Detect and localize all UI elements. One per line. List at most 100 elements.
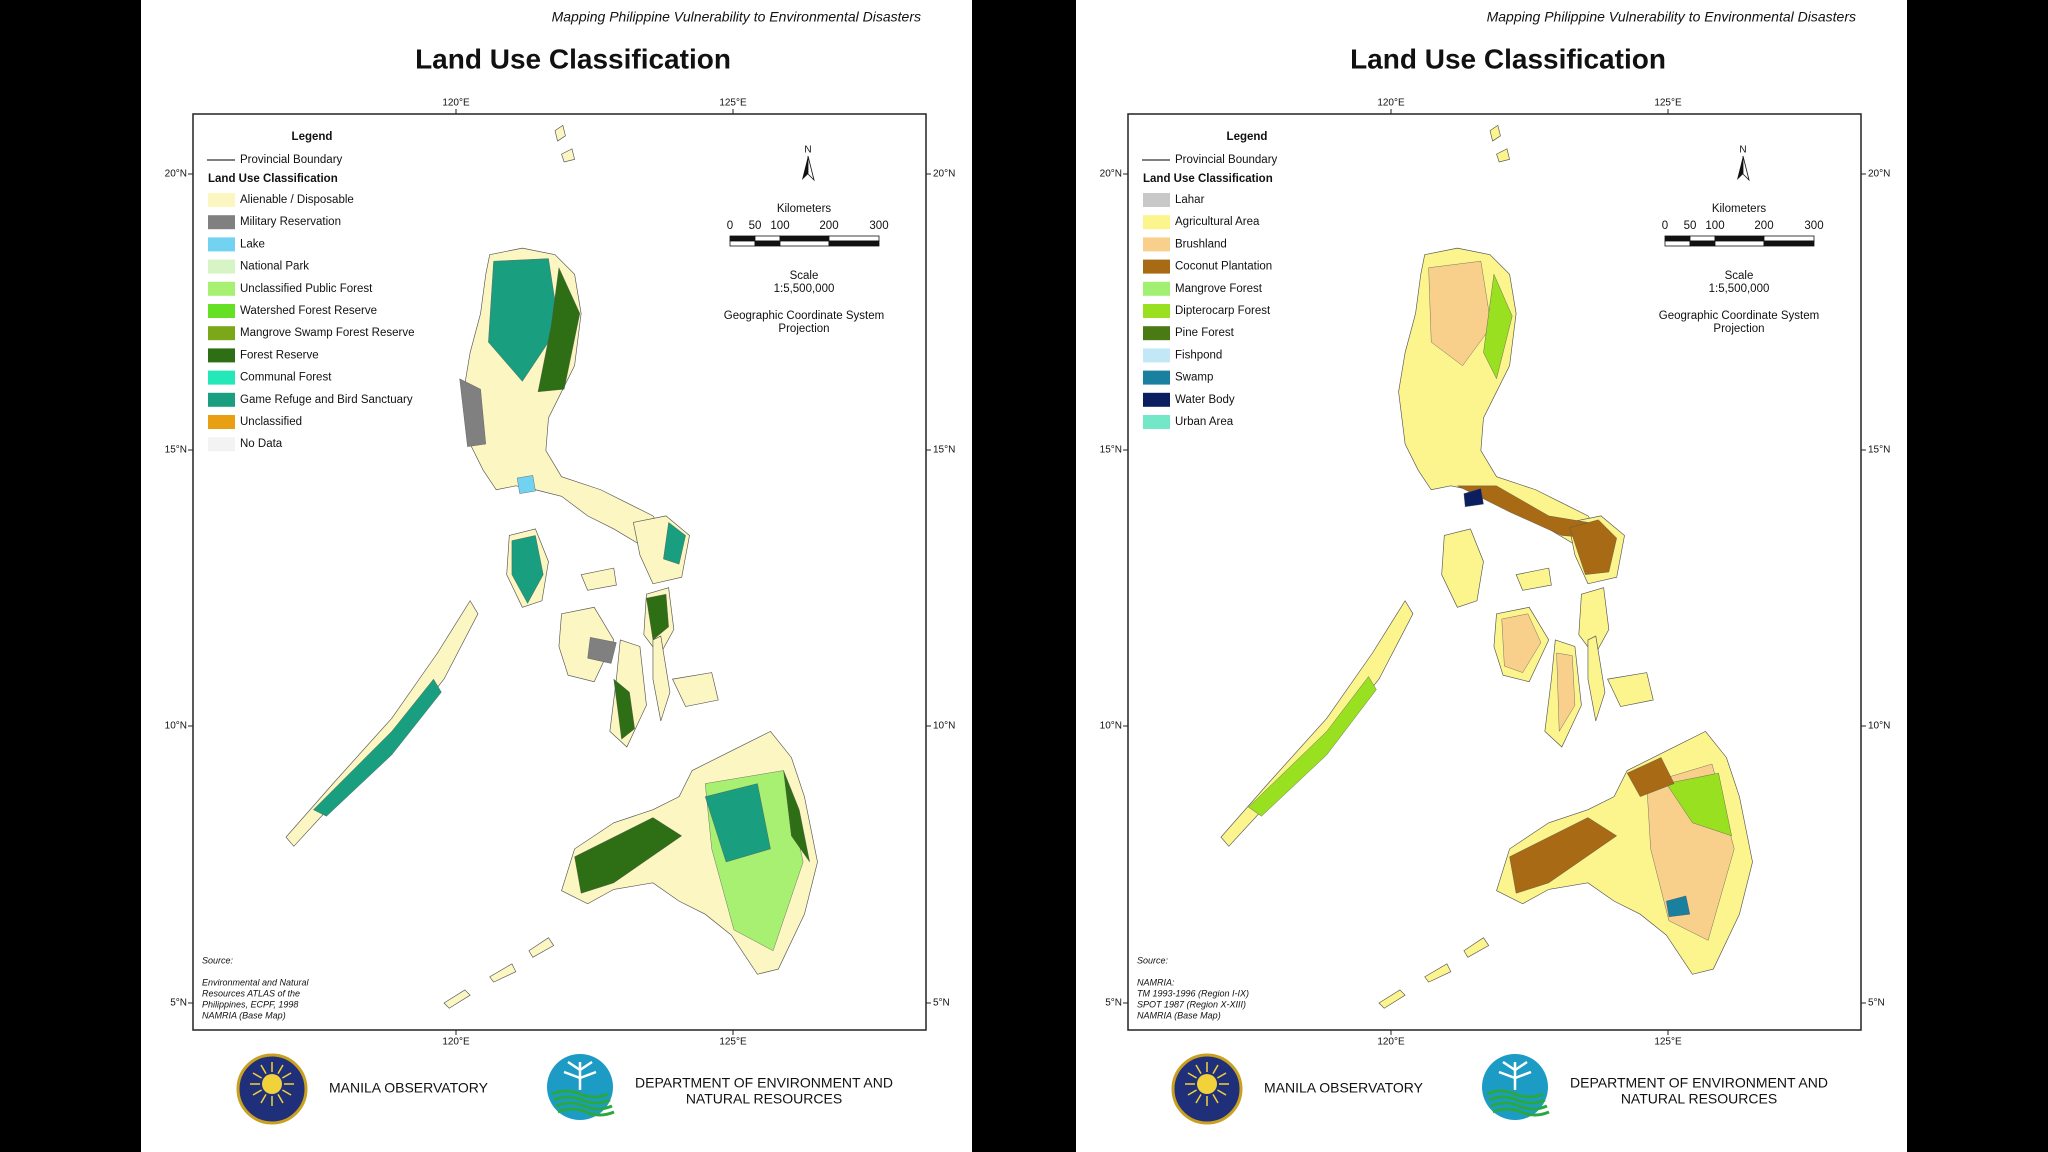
legend-label: Provincial Boundary bbox=[240, 154, 343, 166]
land-use-area bbox=[646, 593, 669, 641]
island bbox=[558, 606, 615, 683]
latitude-label: 20°N bbox=[1100, 169, 1122, 180]
legend-swatch bbox=[1143, 215, 1170, 230]
legend-label: Brushland bbox=[1175, 238, 1227, 250]
denr-name: DEPARTMENT OF ENVIRONMENT AND bbox=[1570, 1075, 1828, 1091]
legend-label: Game Refuge and Bird Sanctuary bbox=[240, 394, 413, 406]
map bbox=[1220, 124, 1753, 1009]
observatory-logo-ray bbox=[260, 1064, 267, 1074]
longitude-label: 120°E bbox=[442, 1037, 470, 1048]
scale-bar bbox=[729, 235, 756, 242]
legend-swatch bbox=[208, 348, 235, 363]
scale-bar bbox=[754, 235, 781, 242]
legend-swatch bbox=[1143, 326, 1170, 341]
latitude-label: 15°N bbox=[1868, 445, 1890, 456]
land-use-area bbox=[1666, 895, 1691, 918]
scale-tick: 300 bbox=[869, 220, 888, 232]
longitude-label: 120°E bbox=[442, 98, 470, 109]
legend-label: Military Reservation bbox=[240, 216, 341, 228]
observatory-logo-ray bbox=[277, 1094, 284, 1104]
land-use-area bbox=[1509, 817, 1618, 894]
legend-swatch bbox=[208, 370, 235, 385]
scale-bar bbox=[1763, 240, 1815, 247]
map-frame bbox=[1127, 113, 1862, 1031]
latitude-label: 10°N bbox=[165, 721, 187, 732]
scale-tick: 50 bbox=[749, 220, 762, 232]
denr-logo-wave bbox=[1490, 1101, 1548, 1111]
observatory-logo-ray bbox=[1217, 1089, 1227, 1096]
scale-bar bbox=[1664, 235, 1691, 242]
land-use-area bbox=[663, 522, 686, 565]
scale-bar bbox=[828, 240, 880, 247]
projection: Geographic Coordinate System bbox=[724, 310, 884, 322]
legend-title: Legend bbox=[292, 131, 333, 143]
longitude-label: 125°E bbox=[719, 1037, 747, 1048]
legend-swatch bbox=[1143, 281, 1170, 296]
north-arrow bbox=[1742, 155, 1750, 182]
scale-bar bbox=[1664, 240, 1691, 247]
island bbox=[285, 600, 479, 847]
island bbox=[1496, 148, 1510, 163]
legend-swatch bbox=[1143, 415, 1170, 429]
latitude-label: 5°N bbox=[1105, 998, 1122, 1009]
longitude-label: 125°E bbox=[1654, 98, 1682, 109]
longitude-label: 120°E bbox=[1377, 98, 1405, 109]
latitude-label: 5°N bbox=[170, 998, 187, 1009]
denr-name: NATURAL RESOURCES bbox=[686, 1091, 842, 1107]
denr-logo-tree bbox=[563, 1060, 597, 1090]
map-panel: Mapping Philippine Vulnerability to Envi… bbox=[1076, 0, 1907, 1152]
header: Mapping Philippine Vulnerability to Envi… bbox=[1487, 9, 1856, 25]
land-use-area bbox=[1556, 652, 1576, 733]
legend-label: Fishpond bbox=[1175, 349, 1222, 361]
observatory-name: MANILA OBSERVATORY bbox=[329, 1080, 489, 1096]
scale-ratio: 1:5,500,000 bbox=[1709, 283, 1770, 295]
island bbox=[554, 124, 566, 142]
scale-bar bbox=[1714, 235, 1765, 242]
map-panel: Mapping Philippine Vulnerability to Envi… bbox=[141, 0, 972, 1152]
latitude-label: 10°N bbox=[933, 721, 955, 732]
denr-name: DEPARTMENT OF ENVIRONMENT AND bbox=[635, 1075, 893, 1091]
north-label: N bbox=[804, 145, 811, 156]
source-text: SPOT 1987 (Region X-XIII) bbox=[1137, 999, 1246, 1009]
land-use-area bbox=[1665, 772, 1732, 837]
latitude-label: 20°N bbox=[933, 169, 955, 180]
source-text: Environmental and Natural bbox=[202, 977, 310, 987]
denr-logo-wave bbox=[557, 1107, 615, 1117]
scale-bar bbox=[779, 235, 830, 242]
island bbox=[489, 963, 517, 983]
projection: Projection bbox=[1713, 323, 1764, 335]
land-use-area bbox=[516, 475, 536, 494]
north-arrow bbox=[1737, 156, 1743, 180]
scale-units: Kilometers bbox=[1712, 203, 1767, 215]
scale-bar bbox=[828, 235, 880, 242]
observatory-logo-ray bbox=[1212, 1094, 1219, 1104]
scale-bar bbox=[1763, 235, 1815, 242]
scale-tick: 200 bbox=[819, 220, 838, 232]
legend-title: Legend bbox=[1227, 131, 1268, 143]
latitude-label: 5°N bbox=[933, 998, 950, 1009]
legend-swatch bbox=[208, 392, 235, 407]
land-use-area bbox=[587, 637, 617, 664]
legend-label: Urban Area bbox=[1175, 416, 1234, 428]
scale-tick: 200 bbox=[1754, 220, 1773, 232]
island bbox=[1441, 528, 1484, 608]
projection: Projection bbox=[778, 323, 829, 335]
observatory-logo-ray bbox=[1187, 1089, 1197, 1096]
island bbox=[1378, 989, 1406, 1009]
legend-label: Forest Reserve bbox=[240, 349, 319, 361]
source-label: Source: bbox=[1137, 955, 1169, 965]
denr-logo-wave bbox=[1492, 1107, 1550, 1117]
denr-logo-wave bbox=[1486, 1089, 1544, 1099]
legend-label: Water Body bbox=[1175, 394, 1235, 406]
island bbox=[528, 937, 555, 958]
latitude-label: 15°N bbox=[165, 445, 187, 456]
island bbox=[1607, 672, 1654, 707]
observatory-logo-ray bbox=[1217, 1072, 1227, 1079]
legend-swatch bbox=[208, 259, 235, 274]
legend-swatch bbox=[208, 237, 235, 252]
scale-bar bbox=[1689, 240, 1716, 247]
legend-label: Communal Forest bbox=[240, 372, 332, 384]
scale-bar bbox=[1714, 240, 1765, 247]
island bbox=[1220, 600, 1414, 847]
land-use-area bbox=[1569, 519, 1617, 575]
